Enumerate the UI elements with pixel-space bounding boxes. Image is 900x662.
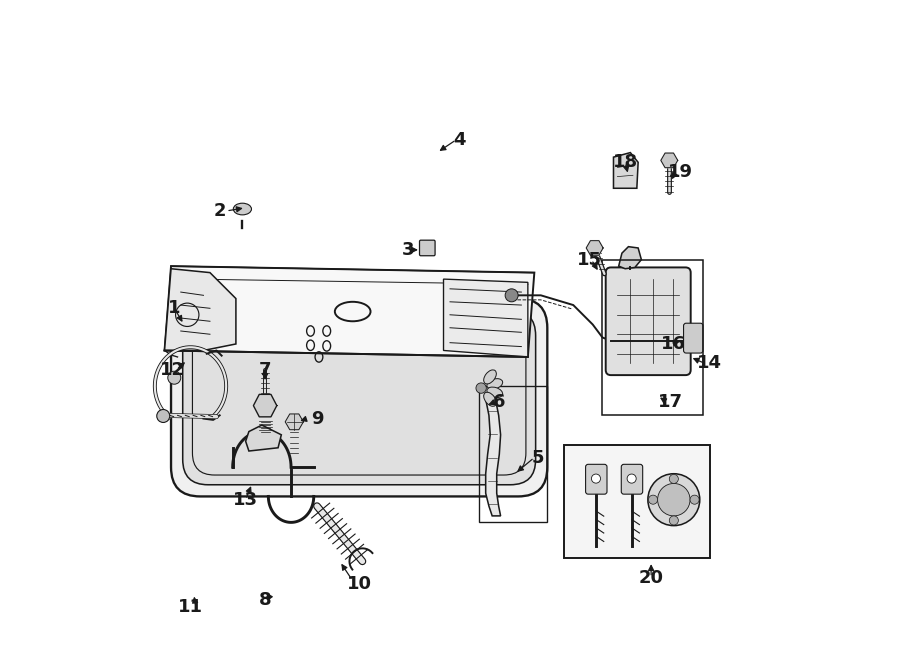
Polygon shape — [246, 425, 282, 451]
Circle shape — [591, 474, 600, 483]
FancyBboxPatch shape — [586, 464, 607, 494]
Text: 1: 1 — [168, 299, 181, 317]
Text: 9: 9 — [310, 410, 323, 428]
Circle shape — [157, 410, 170, 422]
Polygon shape — [618, 247, 642, 269]
Text: 19: 19 — [668, 163, 693, 181]
FancyBboxPatch shape — [171, 299, 547, 496]
Circle shape — [648, 474, 700, 526]
Polygon shape — [165, 266, 535, 357]
Text: 10: 10 — [346, 575, 372, 593]
Text: 12: 12 — [160, 361, 184, 379]
Text: 17: 17 — [658, 393, 683, 411]
Text: 15: 15 — [577, 251, 602, 269]
Text: 6: 6 — [492, 393, 505, 411]
Ellipse shape — [487, 387, 503, 398]
Polygon shape — [661, 153, 678, 167]
Polygon shape — [165, 269, 236, 350]
Polygon shape — [254, 395, 277, 417]
Ellipse shape — [483, 393, 496, 406]
Polygon shape — [614, 153, 638, 188]
FancyBboxPatch shape — [419, 240, 435, 256]
Circle shape — [167, 371, 181, 384]
Circle shape — [627, 474, 636, 483]
Circle shape — [505, 289, 518, 302]
Ellipse shape — [487, 379, 503, 389]
FancyBboxPatch shape — [684, 323, 703, 353]
Ellipse shape — [233, 203, 251, 215]
Polygon shape — [586, 241, 603, 256]
Circle shape — [690, 495, 699, 504]
Circle shape — [658, 483, 690, 516]
Circle shape — [649, 495, 658, 504]
FancyBboxPatch shape — [606, 267, 690, 375]
Circle shape — [670, 516, 679, 525]
Ellipse shape — [483, 370, 496, 384]
Text: 3: 3 — [401, 241, 414, 259]
Text: 2: 2 — [213, 202, 226, 220]
Circle shape — [476, 383, 486, 393]
FancyBboxPatch shape — [621, 464, 643, 494]
FancyBboxPatch shape — [183, 310, 536, 485]
Text: 7: 7 — [259, 361, 272, 379]
Polygon shape — [285, 414, 303, 430]
Text: 18: 18 — [613, 154, 638, 171]
Text: 4: 4 — [454, 130, 466, 148]
Text: 5: 5 — [531, 449, 544, 467]
Polygon shape — [444, 279, 528, 357]
Text: 8: 8 — [259, 591, 272, 609]
Text: 11: 11 — [178, 598, 203, 616]
Text: 14: 14 — [697, 354, 722, 373]
Polygon shape — [486, 399, 500, 516]
Text: 20: 20 — [639, 569, 663, 587]
Text: 16: 16 — [662, 335, 687, 353]
FancyBboxPatch shape — [563, 445, 709, 558]
Text: 13: 13 — [233, 491, 258, 508]
Circle shape — [670, 475, 679, 483]
